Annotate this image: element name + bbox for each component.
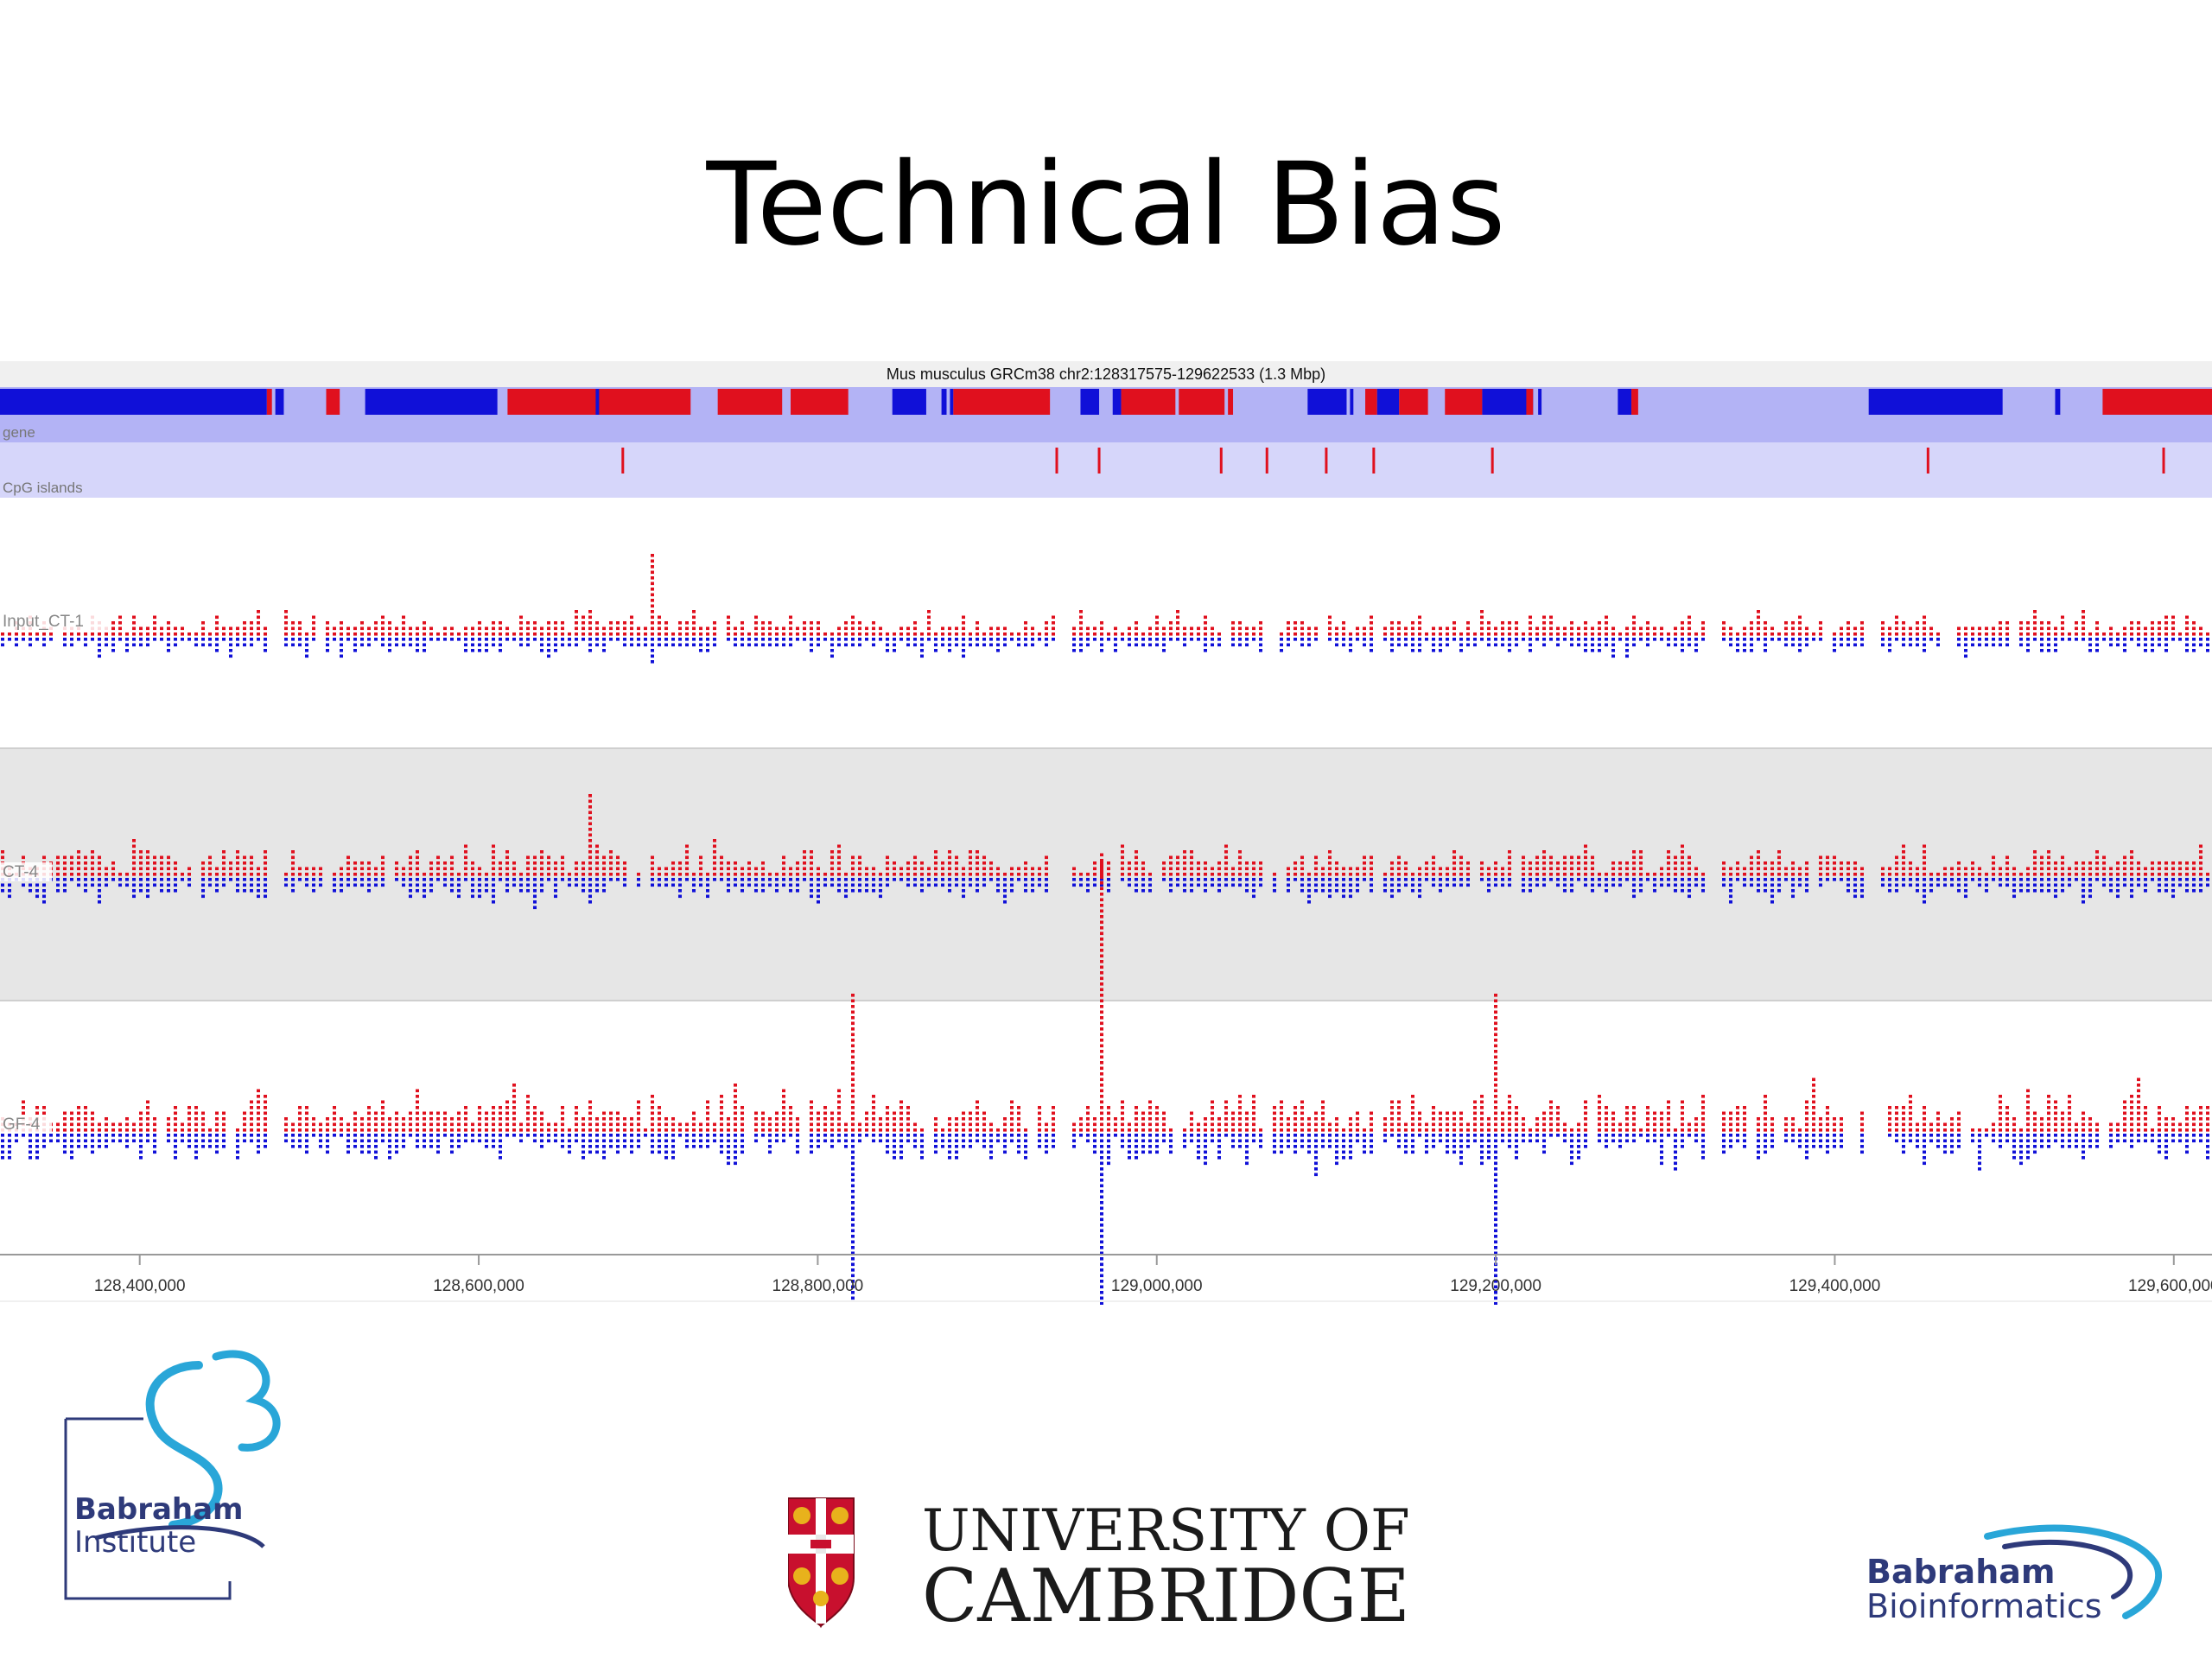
track-label-input-ct1: Input_CT-1 [3,613,84,631]
cpg-island-6[interactable] [1372,448,1376,474]
gene-feature-2[interactable] [266,389,272,415]
gene-feature-3[interactable] [326,389,340,415]
cpg-track-label: CpG islands [3,480,83,496]
babraham-bioinformatics-logo: Babraham Bioinformatics [1858,1521,2177,1633]
axis-tick-label-5: 129,400,000 [1789,1277,1881,1295]
gene-feature-1[interactable] [275,389,284,415]
axis-tick-label-4: 129,200,000 [1450,1277,1541,1295]
gene-feature-14[interactable] [1112,389,1122,415]
cpg-island-7[interactable] [1491,448,1494,474]
slide-title: Technical Bias [706,138,1506,271]
gene-feature-10[interactable] [941,389,947,415]
cpg-island-9[interactable] [2162,448,2165,474]
gene-feature-16[interactable] [1179,389,1225,415]
read-track-2[interactable] [1,853,2209,1306]
read-track-1[interactable] [1,794,2209,910]
gene-feature-12[interactable] [953,389,1051,415]
cambridge-line1: UNIVERSITY OF [922,1497,1410,1564]
gene-feature-28[interactable] [1631,389,1638,415]
gene-feature-8[interactable] [791,389,849,415]
gene-feature-0[interactable] [0,389,267,415]
ct4-track-bg [0,748,2212,1001]
cpg-island-4[interactable] [1265,448,1268,474]
gene-feature-22[interactable] [1399,389,1428,415]
gene-feature-15[interactable] [1121,389,1176,415]
cpg-island-8[interactable] [1926,448,1929,474]
track-label-input: Input_CT-1 [0,612,111,631]
cpg-island-5[interactable] [1325,448,1328,474]
gene-feature-21[interactable] [1376,389,1400,415]
track-label-ct4: CT-4 [0,862,52,881]
browser-header: Mus musculus GRCm38 chr2:128317575-12962… [887,365,1325,383]
axis-tick-label-3: 129,000,000 [1111,1277,1203,1295]
gene-feature-17[interactable] [1228,389,1234,415]
genome-browser-view: Mus musculus GRCm38 chr2:128317575-12962… [0,361,2212,1305]
gene-feature-11[interactable] [950,389,954,415]
gene-feature-7[interactable] [717,389,783,415]
babraham-institute-line1: Babraham [74,1492,243,1527]
position-axis: 128,400,000 128,600,000 128,800,000 129,000… [94,1255,2212,1295]
cpg-island-1[interactable] [1055,448,1058,474]
gene-feature-18[interactable] [1307,389,1347,415]
babraham-institute-line2: Institute [74,1525,196,1560]
gene-feature-29[interactable] [1868,389,2003,415]
cpg-island-2[interactable] [1097,448,1101,474]
track-label-ct4-text: CT-4 [3,863,39,881]
gene-feature-9[interactable] [892,389,926,415]
gene-track-label: gene [3,424,35,441]
gene-feature-26[interactable] [1538,389,1542,415]
gene-feature-19[interactable] [1350,389,1354,415]
gene-features [0,389,2212,415]
axis-tick-label-0: 128,400,000 [94,1277,186,1295]
cpg-island-3[interactable] [1219,448,1223,474]
gene-feature-30[interactable] [2055,389,2061,415]
gene-feature-6[interactable] [595,389,600,415]
axis-tick-label-2: 128,800,000 [772,1277,864,1295]
gene-feature-24[interactable] [1482,389,1534,415]
cambridge-shield-icon [787,1497,855,1629]
gene-feature-23[interactable] [1445,389,1483,415]
gene-feature-13[interactable] [1080,389,1100,415]
gene-feature-31[interactable] [2102,389,2212,415]
babraham-bioinformatics-line1: Babraham [1866,1553,2055,1591]
read-track-0[interactable] [1,554,2209,664]
babraham-institute-logo: Babraham Institute [60,1348,285,1607]
gene-feature-25[interactable] [1526,389,1534,415]
axis-tick-label-1: 128,600,000 [433,1277,524,1295]
cambridge-line2: CAMBRIDGE [922,1554,1410,1633]
gene-feature-20[interactable] [1365,389,1377,415]
read-tracks [1,554,2209,1305]
university-of-cambridge-logo: UNIVERSITY OF CAMBRIDGE [787,1495,1419,1638]
gene-feature-4[interactable] [365,389,498,415]
cpg-track[interactable] [0,442,2212,498]
cpg-island-0[interactable] [621,448,625,474]
gene-feature-27[interactable] [1618,389,1632,415]
browser-header-bar [0,361,2212,387]
cpg-features [621,448,2165,474]
axis-tick-label-6: 129,600,000 [2128,1277,2212,1295]
track-label-gf4-text: GF-4 [3,1116,41,1134]
genome-browser-canvas: Mus musculus GRCm38 chr2:128317575-12962… [0,361,2212,1305]
babraham-bioinformatics-line2: Bioinformatics [1866,1587,2102,1625]
track-label-gf4: GF-4 [0,1115,52,1134]
